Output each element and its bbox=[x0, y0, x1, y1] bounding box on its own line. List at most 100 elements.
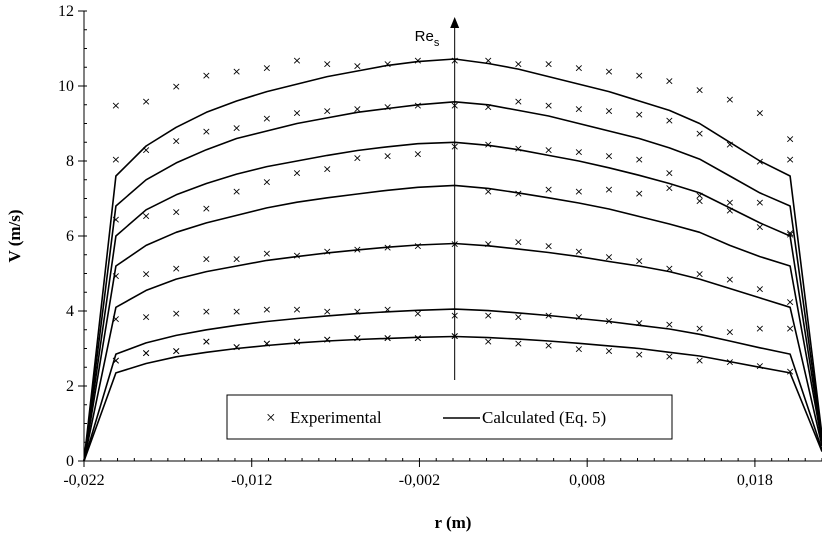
x-tick-label: 0,008 bbox=[569, 472, 605, 489]
experimental-point: × bbox=[574, 61, 583, 74]
experimental-point: × bbox=[232, 121, 241, 134]
experimental-point: × bbox=[323, 58, 332, 71]
experimental-point: × bbox=[353, 243, 362, 256]
x-tick-label: 0,018 bbox=[737, 472, 773, 489]
experimental-point: × bbox=[413, 99, 422, 112]
experimental-point: × bbox=[725, 138, 734, 151]
experimental-point: × bbox=[484, 335, 493, 348]
experimental-point: × bbox=[514, 58, 523, 71]
experimental-point: × bbox=[353, 305, 362, 318]
experimental-point: × bbox=[544, 58, 553, 71]
experimental-point: × bbox=[413, 239, 422, 252]
experimental-point: × bbox=[725, 93, 734, 106]
experimental-point: × bbox=[172, 262, 181, 275]
experimental-point: × bbox=[544, 309, 553, 322]
experimental-point: × bbox=[141, 144, 150, 157]
experimental-point: × bbox=[635, 187, 644, 200]
experimental-point: × bbox=[785, 322, 794, 335]
experimental-point: × bbox=[514, 236, 523, 249]
experimental-point: × bbox=[413, 148, 422, 161]
experimental-point: × bbox=[544, 99, 553, 112]
y-tick-label: 0 bbox=[66, 453, 74, 470]
re-s-label-subscript: s bbox=[434, 37, 440, 49]
experimental-point: × bbox=[574, 311, 583, 324]
experimental-point: × bbox=[604, 104, 613, 117]
experimental-point: × bbox=[292, 54, 301, 67]
experimental-point: × bbox=[635, 108, 644, 121]
experimental-point: × bbox=[292, 249, 301, 262]
experimental-point: × bbox=[202, 202, 211, 215]
experimental-point: × bbox=[544, 339, 553, 352]
experimental-point: × bbox=[232, 185, 241, 198]
axes: 0 2 4 6 8 10 12 -0,022 -0,012 -0,002 0,008 0,018 bbox=[58, 3, 822, 489]
experimental-point: × bbox=[353, 103, 362, 116]
experimental-point: × bbox=[323, 305, 332, 318]
experimental-point: × bbox=[514, 142, 523, 155]
experimental-point: × bbox=[413, 307, 422, 320]
experimental-point: × bbox=[111, 213, 120, 226]
experimental-point: × bbox=[111, 313, 120, 326]
experimental-point: × bbox=[323, 333, 332, 346]
experimental-point: × bbox=[484, 238, 493, 251]
experimental-point: × bbox=[141, 209, 150, 222]
experimental-point: × bbox=[383, 331, 392, 344]
experimental-point: × bbox=[544, 144, 553, 157]
experimental-point: × bbox=[141, 346, 150, 359]
experimental-point: × bbox=[484, 138, 493, 151]
experimental-point: × bbox=[635, 348, 644, 361]
experimental-point: × bbox=[635, 69, 644, 82]
experimental-point: × bbox=[353, 151, 362, 164]
experimental-point: × bbox=[604, 149, 613, 162]
experimental-point: × bbox=[725, 204, 734, 217]
experimental-point: × bbox=[232, 65, 241, 78]
experimental-point: × bbox=[383, 101, 392, 114]
experimental-point: × bbox=[665, 318, 674, 331]
experimental-point: × bbox=[141, 95, 150, 108]
experimental-point: × bbox=[544, 239, 553, 252]
experimental-point: × bbox=[232, 341, 241, 354]
experimental-point: × bbox=[755, 106, 764, 119]
experimental-point: × bbox=[202, 335, 211, 348]
experimental-point: × bbox=[665, 166, 674, 179]
experimental-point: × bbox=[665, 181, 674, 194]
experimental-point: × bbox=[292, 166, 301, 179]
experimental-point: × bbox=[604, 183, 613, 196]
experimental-point: × bbox=[695, 322, 704, 335]
experimental-point: × bbox=[665, 74, 674, 87]
experimental-point: × bbox=[785, 226, 794, 239]
experimental-point: × bbox=[353, 331, 362, 344]
experimental-point: × bbox=[574, 245, 583, 258]
experimental-point: × bbox=[604, 65, 613, 78]
re-s-label-main: Re bbox=[415, 28, 434, 45]
legend-calculated-label: Calculated (Eq. 5) bbox=[482, 408, 606, 427]
experimental-point: × bbox=[262, 337, 271, 350]
re-s-arrow-head bbox=[450, 17, 460, 28]
experimental-point: × bbox=[413, 331, 422, 344]
experimental-point: × bbox=[635, 254, 644, 267]
y-axis-title: V (m/s) bbox=[5, 209, 24, 262]
experimental-point: × bbox=[725, 356, 734, 369]
experimental-point: × bbox=[202, 253, 211, 266]
experimental-point: × bbox=[232, 305, 241, 318]
experimental-point: × bbox=[232, 253, 241, 266]
experimental-point: × bbox=[292, 106, 301, 119]
x-tick-label: -0,002 bbox=[399, 472, 440, 489]
experimental-point: × bbox=[292, 303, 301, 316]
experimental-point: × bbox=[111, 354, 120, 367]
experimental-point: × bbox=[695, 268, 704, 281]
experimental-point: × bbox=[111, 153, 120, 166]
experimental-point: × bbox=[141, 311, 150, 324]
experimental-points: × × × × × × × × × × × × × × × × × × × × × × × × × × × × × × × × × × × × × × × ×… bbox=[111, 54, 794, 378]
experimental-point: × bbox=[172, 206, 181, 219]
experimental-point: × bbox=[514, 311, 523, 324]
experimental-point: × bbox=[262, 176, 271, 189]
experimental-point: × bbox=[665, 350, 674, 363]
experimental-point: × bbox=[202, 69, 211, 82]
experimental-point: × bbox=[695, 194, 704, 207]
experimental-point: × bbox=[262, 112, 271, 125]
legend: × Experimental Calculated (Eq. 5) bbox=[226, 394, 673, 440]
experimental-point: × bbox=[262, 61, 271, 74]
experimental-point: × bbox=[111, 354, 120, 367]
experimental-point: × bbox=[141, 268, 150, 281]
